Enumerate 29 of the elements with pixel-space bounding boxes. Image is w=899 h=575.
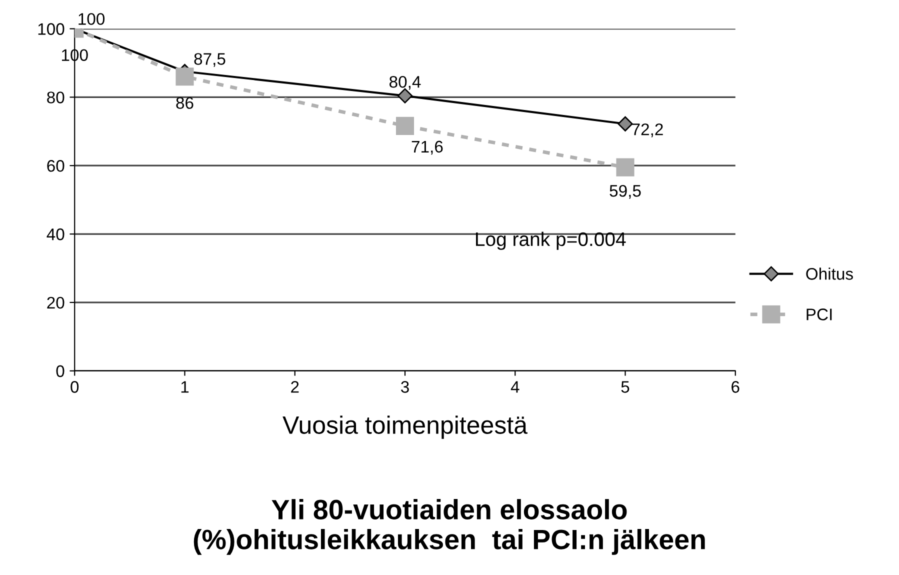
x-tick-label: 3	[401, 381, 409, 393]
data-label: 87,5	[194, 53, 226, 67]
y-tick-label: 100	[38, 23, 64, 35]
legend-label: PCI	[806, 308, 832, 320]
point	[618, 116, 633, 132]
x-tick-label: 0	[70, 381, 79, 393]
text: Yli 80-vuotiaiden elossaolo (%)ohitusleikkauksen tai PCI:n jälkeen	[194, 499, 705, 555]
annotation: Log rank p=0.004	[476, 232, 626, 250]
point	[616, 158, 634, 176]
x-tick-label: 6	[732, 381, 740, 393]
point	[176, 68, 194, 86]
data-label: 100	[78, 13, 105, 25]
data-label: 72,2	[632, 123, 663, 138]
x-axis-title: Vuosia toimenpiteestä	[282, 416, 528, 439]
legend-label: Ohitus	[806, 268, 853, 280]
y-tick-label: 20	[47, 296, 64, 309]
data-label: 86	[176, 97, 194, 109]
point	[396, 116, 414, 135]
y-tick-label: 40	[46, 228, 64, 240]
y-tick-label: 0	[56, 365, 64, 378]
x-tick-label: 4	[510, 381, 520, 393]
y-tick-label: 80	[47, 92, 64, 104]
data-label: 71,6	[412, 140, 443, 155]
x-tick-label: 2	[291, 381, 299, 393]
x-tick-label: 5	[621, 381, 630, 393]
data-label: 59,5	[610, 184, 641, 199]
y-tick-label: 60	[47, 160, 64, 172]
x-tick-label: 1	[181, 381, 189, 393]
data-label: 80,4	[390, 76, 421, 90]
